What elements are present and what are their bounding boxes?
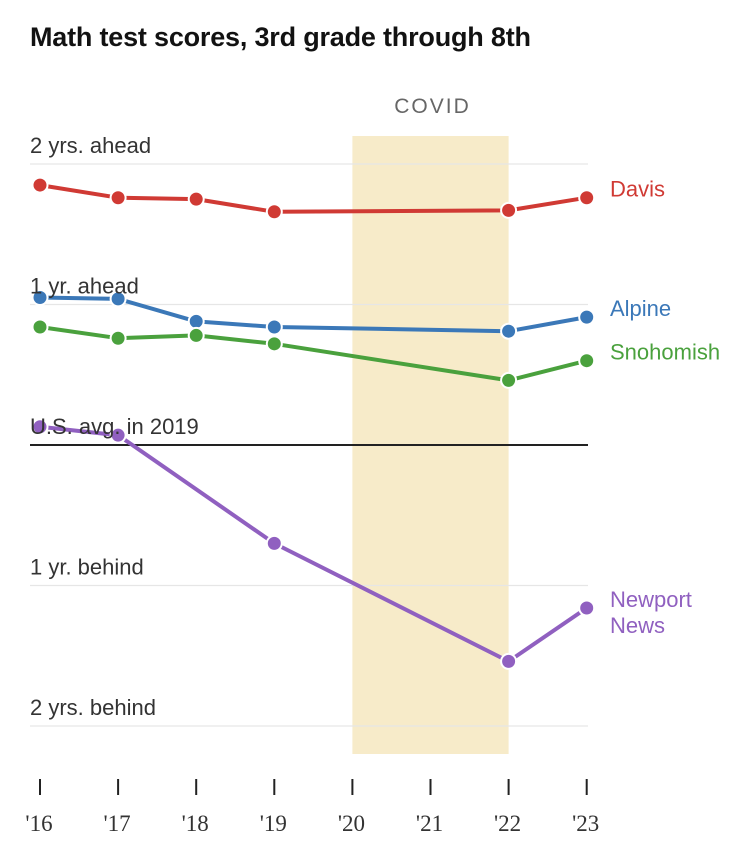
data-point <box>500 201 518 219</box>
x-tick-label: '20 <box>338 811 365 836</box>
series-line-1 <box>38 295 589 334</box>
x-tick-label: '16 <box>25 811 52 836</box>
y-tick-label: 1 yr. behind <box>30 555 144 580</box>
y-tick-label: 1 yr. ahead <box>30 274 139 299</box>
data-point <box>187 190 205 208</box>
x-tick-label: '18 <box>182 811 209 836</box>
y-tick-label: 2 yrs. behind <box>30 695 156 720</box>
data-point <box>109 189 127 207</box>
series-label: Newport News <box>610 587 692 638</box>
data-point <box>31 288 49 306</box>
data-point <box>187 326 205 344</box>
covid-label: COVID <box>394 95 471 118</box>
x-tick-label: '19 <box>260 811 287 836</box>
data-point <box>109 329 127 347</box>
data-point <box>109 426 127 444</box>
x-tick-label: '23 <box>572 811 599 836</box>
x-tick-label: '22 <box>494 811 521 836</box>
data-point <box>187 312 205 330</box>
data-point <box>265 335 283 353</box>
x-tick-label: '21 <box>416 811 443 836</box>
series-label: Davis <box>610 177 665 202</box>
data-point <box>31 318 49 336</box>
data-point <box>31 176 49 194</box>
y-tick-label: U.S. avg. in 2019 <box>30 414 199 439</box>
data-point <box>109 290 127 308</box>
series-line-2 <box>38 325 589 383</box>
data-point <box>578 189 596 207</box>
data-point <box>500 652 518 670</box>
series-label: Alpine <box>610 296 671 321</box>
y-tick-label: 2 yrs. ahead <box>30 133 151 158</box>
data-point <box>265 318 283 336</box>
x-tick-label: '17 <box>104 811 131 836</box>
data-point <box>500 371 518 389</box>
data-point <box>31 418 49 436</box>
data-point <box>578 352 596 370</box>
data-point <box>578 599 596 617</box>
data-point <box>265 203 283 221</box>
data-point <box>578 308 596 326</box>
series-label: Snohomish <box>610 340 720 365</box>
series-line-0 <box>38 183 589 214</box>
chart-title: Math test scores, 3rd grade through 8th <box>30 22 531 52</box>
data-point <box>500 322 518 340</box>
data-point <box>265 534 283 552</box>
